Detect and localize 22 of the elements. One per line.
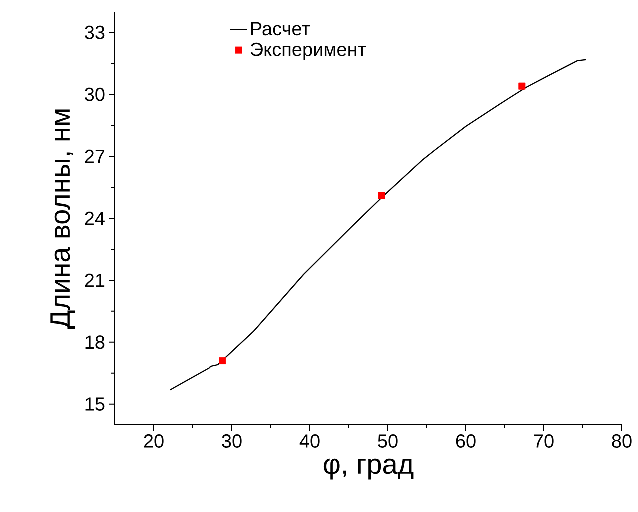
point (518, 82, 526, 90)
x-tick-label: 20 (144, 434, 164, 448)
line-series (170, 59, 587, 391)
x-tick-label: 70 (534, 434, 554, 448)
y-axis-title: Длина волны, нм (50, 110, 76, 330)
y-tick-label: 15 (86, 398, 105, 411)
x-axis-title: φ, град (324, 458, 414, 480)
x-tick-label: 50 (378, 434, 398, 448)
legend-label: Эксперимент (250, 42, 366, 60)
y-tick-label: 27 (85, 150, 105, 164)
x-tick-label: 40 (300, 434, 320, 448)
y-tick-label: 24 (85, 212, 105, 226)
y-tick-label: 18 (86, 336, 105, 350)
x-tick-label: 80 (612, 434, 632, 448)
point (219, 357, 226, 364)
y-tick-label: 30 (85, 88, 105, 102)
y-tick-label: 21 (85, 274, 105, 288)
x-tick-label: 30 (222, 434, 242, 448)
point (378, 192, 386, 200)
y-tick-label: 33 (85, 26, 105, 40)
legend-label: Расчет (251, 22, 310, 36)
x-tick-label: 60 (456, 434, 476, 448)
